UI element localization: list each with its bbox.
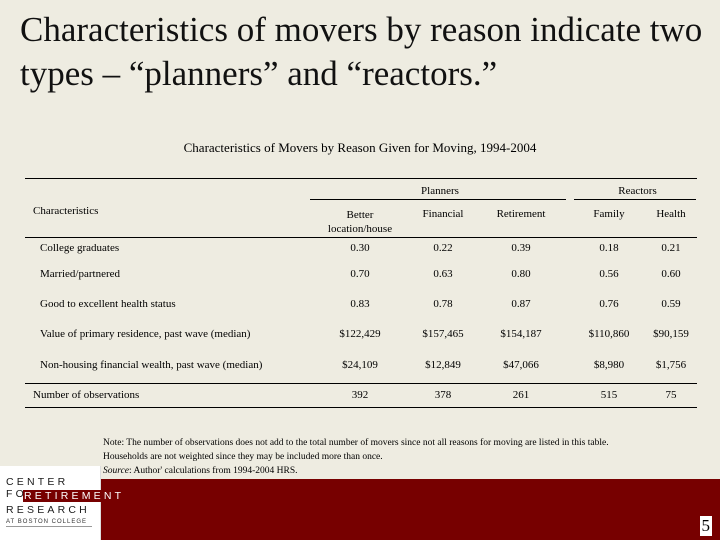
table-cell: 0.18	[599, 242, 619, 254]
stub-header: Characteristics	[33, 205, 99, 217]
table-note: Note: The number of observations does no…	[103, 436, 713, 478]
table-cell: $12,849	[425, 359, 461, 371]
reactors-group-rule	[574, 199, 696, 200]
table-cell: 0.78	[433, 298, 453, 310]
source-text: : Author' calculations from 1994-2004 HR…	[129, 466, 298, 476]
column-header: Retirement	[496, 208, 546, 220]
table-cell: 261	[512, 389, 530, 401]
row-label: Number of observations	[33, 389, 140, 401]
table-bottom-rule	[25, 407, 697, 408]
table-cell: 0.87	[511, 298, 531, 310]
table-cell: $154,187	[500, 328, 542, 340]
column-header: Better location/house	[327, 209, 393, 235]
table-cell: 75	[665, 389, 677, 401]
table-cell: $122,429	[339, 328, 381, 340]
source-line: Source: Author' calculations from 1994-2…	[103, 464, 713, 478]
table-cell: 0.80	[511, 268, 531, 280]
logo-line: AT BOSTON COLLEGE	[6, 519, 88, 525]
table-cell: 0.56	[599, 268, 619, 280]
table-cell: 0.70	[350, 268, 370, 280]
table-cell: 0.21	[661, 242, 681, 254]
table-cell: $47,066	[503, 359, 539, 371]
table-cell: $8,980	[593, 359, 625, 371]
crr-logo: CENTER FOR RETIREMENT RESEARCH AT BOSTON…	[0, 466, 126, 540]
table-cell: 0.63	[433, 268, 453, 280]
column-header: Health	[656, 208, 686, 220]
table-cell: 515	[600, 389, 618, 401]
table-cell: 392	[351, 389, 369, 401]
table-cell: 0.30	[350, 242, 370, 254]
table-mid-rule	[25, 383, 697, 384]
table-cell: 0.22	[433, 242, 453, 254]
row-label: Value of primary residence, past wave (m…	[40, 328, 251, 340]
table-cell: 0.59	[661, 298, 681, 310]
table-cell: 0.76	[599, 298, 619, 310]
table-cell: $1,756	[655, 359, 687, 371]
table-caption: Characteristics of Movers by Reason Give…	[183, 140, 537, 155]
source-label: Source	[103, 466, 130, 476]
table-cell: 0.39	[511, 242, 531, 254]
header-bottom-rule	[25, 237, 697, 238]
column-header: Family	[593, 208, 625, 220]
note-line: Households are not weighted since they m…	[103, 452, 383, 462]
logo-divider	[6, 526, 92, 527]
group-header-planners: Planners	[421, 185, 459, 197]
group-header-reactors: Reactors	[618, 185, 657, 197]
table-cell: 0.60	[661, 268, 681, 280]
note-line: Note: The number of observations does no…	[103, 438, 609, 448]
row-label: Non-housing financial wealth, past wave …	[40, 359, 263, 371]
logo-line: RESEARCH	[6, 504, 90, 516]
table-cell: 378	[434, 389, 452, 401]
table-cell: $157,465	[422, 328, 464, 340]
table-top-rule	[25, 178, 697, 179]
column-header: Financial	[422, 208, 464, 220]
table-cell: 0.83	[350, 298, 370, 310]
page-number: 5	[699, 516, 712, 536]
table-cell: $110,860	[588, 328, 630, 340]
slide-title: Characteristics of movers by reason indi…	[20, 10, 703, 93]
footer-bar: 5	[100, 479, 720, 540]
table-cell: $24,109	[342, 359, 378, 371]
row-label: Good to excellent health status	[40, 298, 176, 310]
planners-group-rule	[310, 199, 566, 200]
row-label: College graduates	[40, 242, 120, 254]
table-cell: $90,159	[653, 328, 689, 340]
row-label: Married/partnered	[40, 268, 121, 280]
logo-line: RETIREMENT	[23, 490, 126, 502]
